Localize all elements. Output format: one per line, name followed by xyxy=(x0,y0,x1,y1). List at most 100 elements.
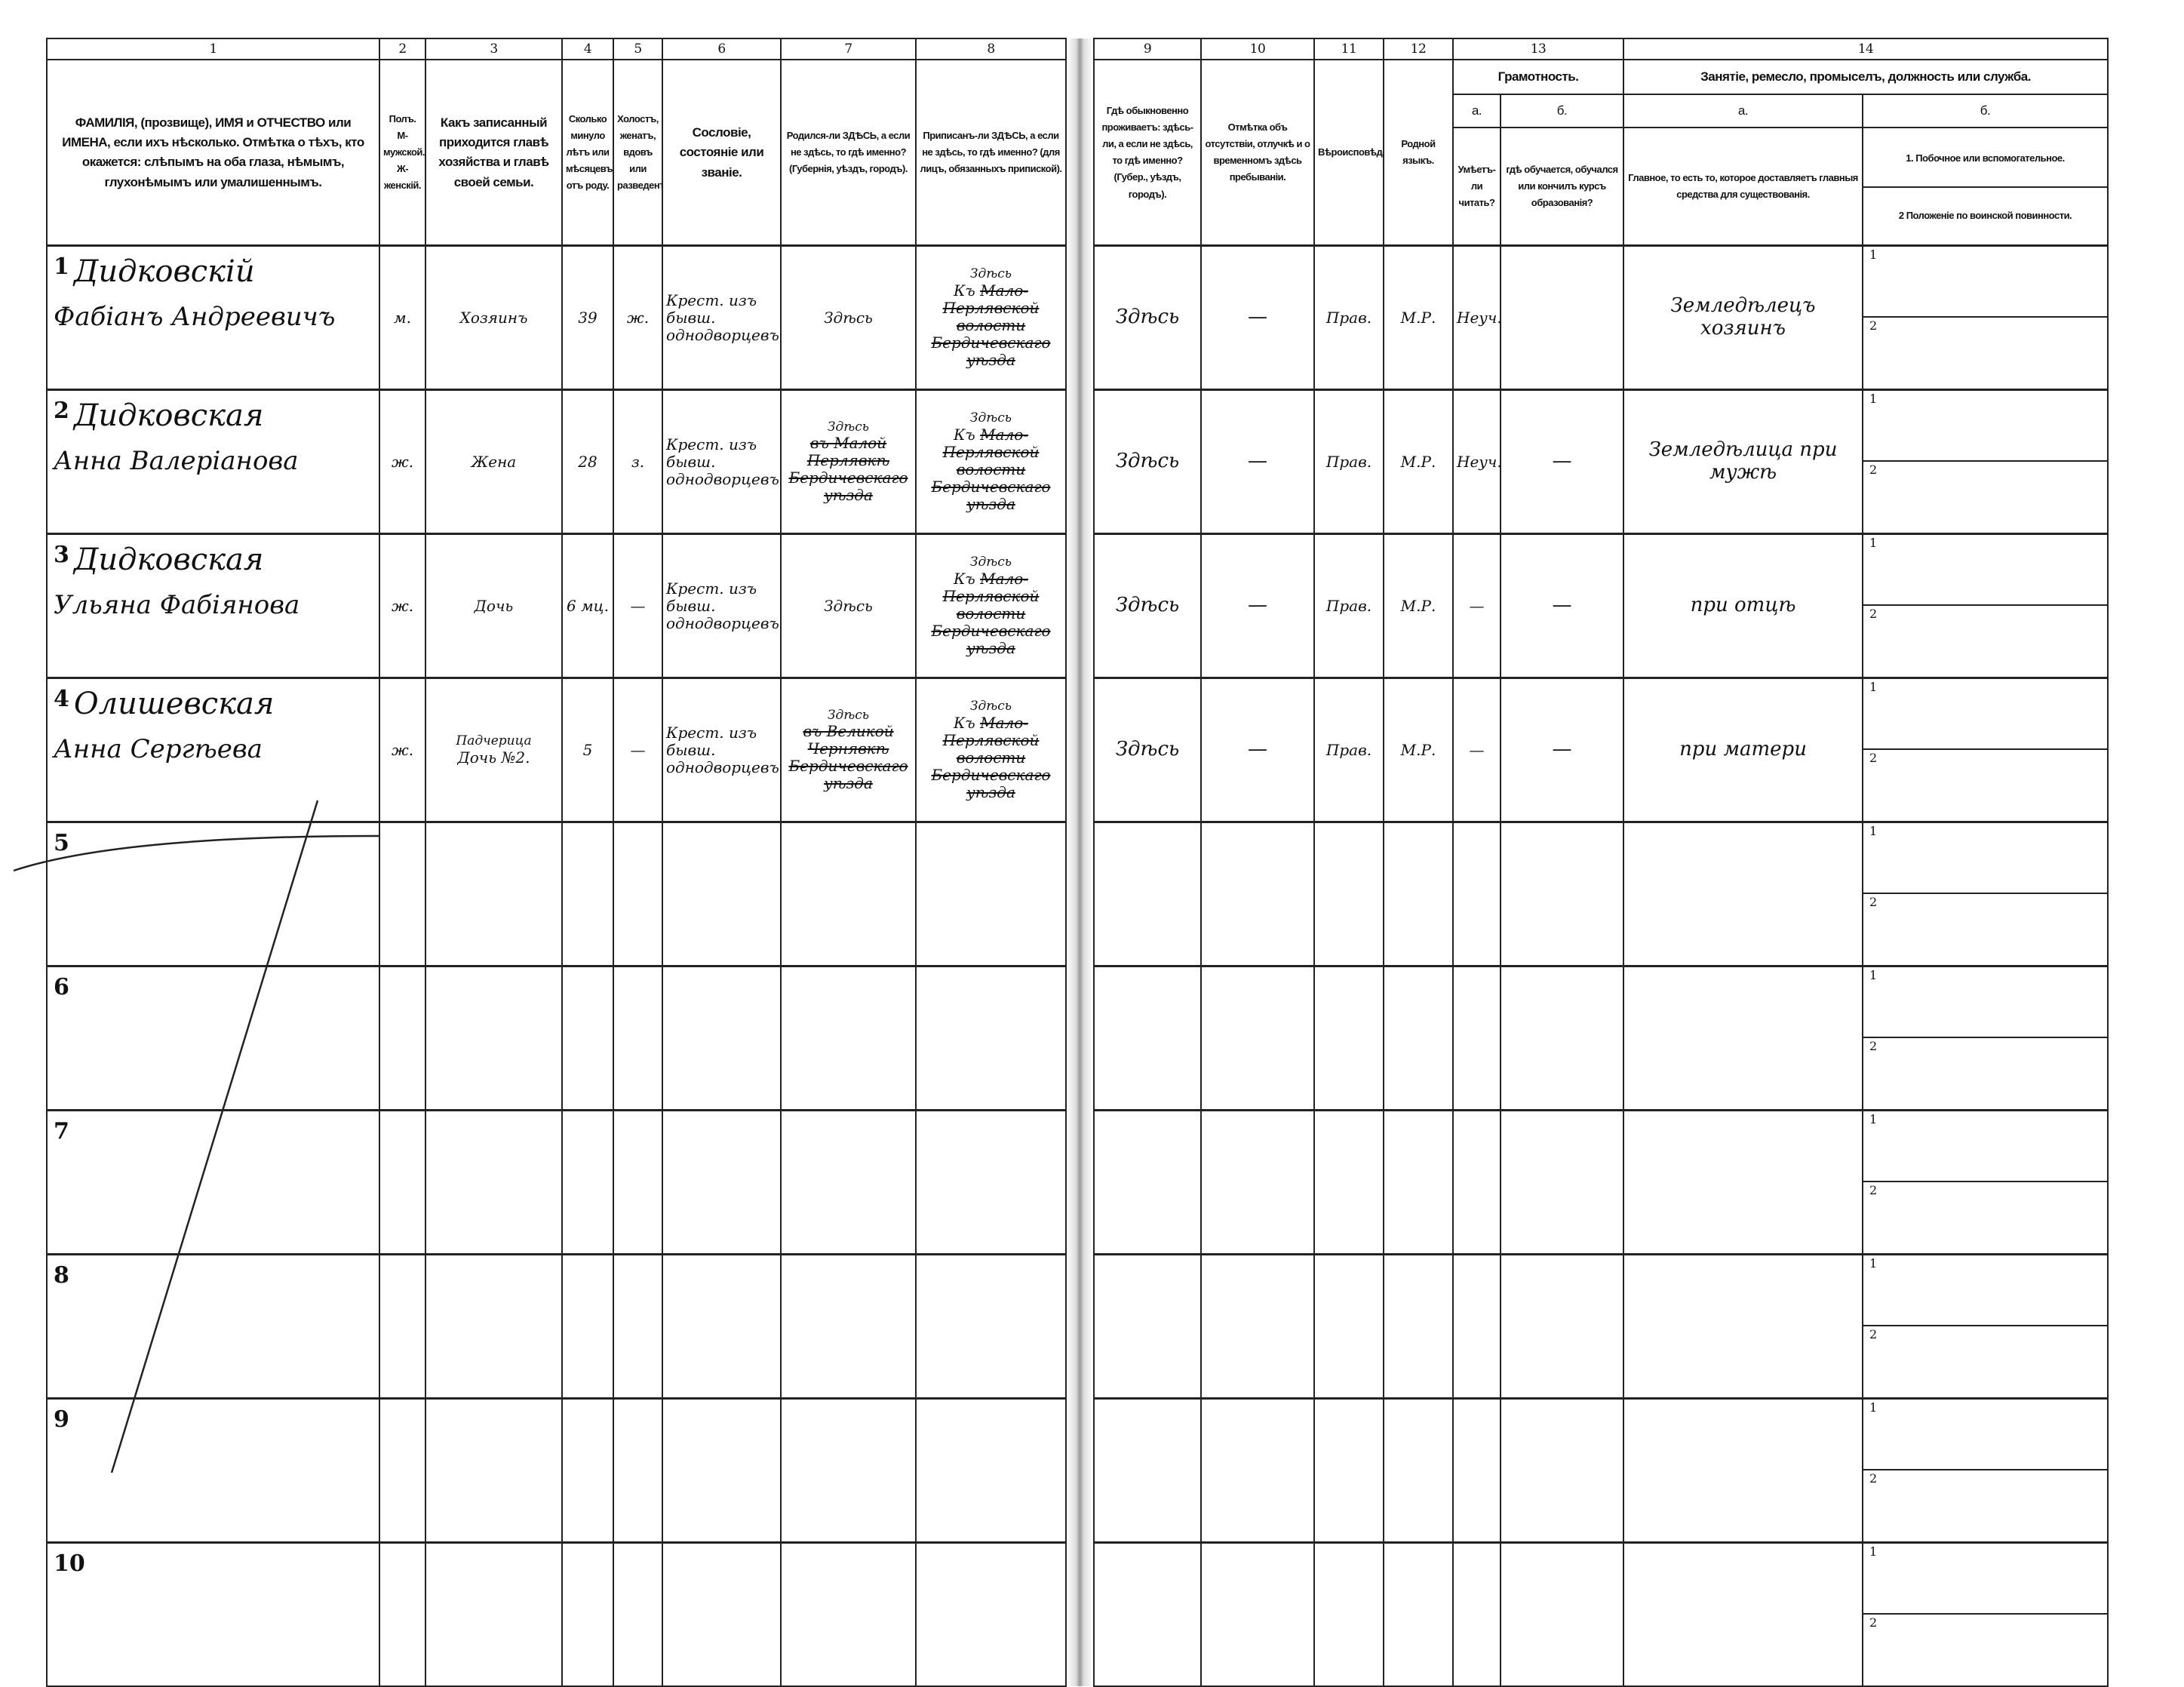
relation-text: Жена xyxy=(471,452,517,471)
occupation-cell: Земледѣлица при мужѣ xyxy=(1623,389,1864,535)
header-birthplace: Родился-ли ЗДѢСЬ, а если не здѣсь, то гд… xyxy=(780,59,917,247)
row-number: 8 xyxy=(54,1262,69,1289)
birthplace-cell: Здѣсь xyxy=(780,533,917,679)
surname: Дидковскій xyxy=(73,254,255,290)
birthplace-cell xyxy=(780,1109,917,1255)
age-cell xyxy=(561,821,614,967)
name-cell: 7 xyxy=(46,1109,380,1255)
religion-cell: Прав. xyxy=(1313,533,1384,679)
residence-cell: Здѣсь xyxy=(1093,389,1202,535)
col-number: 7 xyxy=(780,37,917,61)
military-status-slot: 2 xyxy=(1869,462,1878,478)
occupation-cell: Земледѣлецъ хозяинъ xyxy=(1623,244,1864,391)
estate-cell xyxy=(662,965,782,1111)
education-cell xyxy=(1499,1397,1625,1544)
absence-cell: — xyxy=(1200,533,1315,679)
residence-cell xyxy=(1093,1541,1202,1687)
age-cell xyxy=(561,1397,614,1544)
military-status-slot: 2 xyxy=(1869,1039,1878,1054)
registration-cell: Здѣсь Къ Мало-Перлявской волости Бердичев… xyxy=(915,677,1067,823)
age-cell: 39 xyxy=(561,244,614,391)
registration-insert: Здѣсь xyxy=(969,699,1012,714)
military-status-slot: 2 xyxy=(1869,318,1878,333)
registration-cell xyxy=(915,1253,1067,1400)
header-secondary: 1. Побочное или вспомогательное. 2 Полож… xyxy=(1862,127,2109,247)
table-row: 3 Дидковская Ульяна Фабіянова ж. Дочь 6 мц. — К… xyxy=(46,533,2109,679)
surname: Олишевская xyxy=(73,687,275,722)
marital-cell xyxy=(613,1253,663,1400)
registration-insert: Здѣсь xyxy=(969,266,1012,282)
absence-cell xyxy=(1200,1541,1315,1687)
sex-cell: ж. xyxy=(379,533,426,679)
education-cell xyxy=(1499,1253,1625,1400)
header-military-status: 2 Положеніе по воинской повинности. xyxy=(1898,210,2072,222)
header-subcolumn-row: Умѣетъ-ли читать? гдѣ обучается, обучалс… xyxy=(47,127,2109,247)
literacy-cell xyxy=(1452,1253,1501,1400)
registration-struck: Мало-Перлявской волости Бердичевскаго уѣ… xyxy=(931,713,1051,801)
military-status-slot: 2 xyxy=(1869,1471,1878,1486)
page-fold xyxy=(1066,245,1094,390)
registration-struck: Мало-Перлявской волости Бердичевскаго уѣ… xyxy=(931,281,1051,369)
military-status-slot: 2 xyxy=(1869,607,1878,622)
relation-cell: Дочь xyxy=(425,533,563,679)
age-cell xyxy=(561,965,614,1111)
sex-cell: ж. xyxy=(379,389,426,535)
registration-struck: Мало-Перлявской волости Бердичевскаго уѣ… xyxy=(931,425,1051,513)
col-number: 1 xyxy=(46,37,380,61)
military-status-slot: 2 xyxy=(1869,1183,1878,1198)
name-cell: 5 xyxy=(46,821,380,967)
absence-cell xyxy=(1200,821,1315,967)
header-occupation: Занятіе, ремесло, промыселъ, должность и… xyxy=(1623,59,2109,96)
registration-prefix: Къ xyxy=(953,425,981,444)
estate-cell: Крест. изъ бывш. однодворцевъ xyxy=(662,677,782,823)
row-number: 5 xyxy=(54,830,69,857)
col-number: 9 xyxy=(1093,37,1202,61)
col-number: 6 xyxy=(662,37,782,61)
census-entries: 1 Дидковскій Фабіанъ Андреевичъ м. Хозяинъ 39… xyxy=(46,244,2109,1687)
residence-cell: Здѣсь xyxy=(1093,533,1202,679)
birthplace-struck: въ Малой Перлявкѣ Бердичевскаго уѣзда xyxy=(788,434,908,505)
relation-cell xyxy=(425,1541,563,1687)
surname: Дидковская xyxy=(73,398,264,434)
marital-cell xyxy=(613,1397,663,1544)
name-cell: 3 Дидковская Ульяна Фабіянова xyxy=(46,533,380,679)
name-cell: 2 Дидковская Анна Валеріанова xyxy=(46,389,380,535)
registration-cell: Здѣсь Къ Мало-Перлявской волости Бердичев… xyxy=(915,389,1067,535)
military-status-slot: 2 xyxy=(1869,1615,1878,1630)
estate-cell xyxy=(662,1109,782,1255)
occupation-cell xyxy=(1623,1397,1864,1544)
relation-cell xyxy=(425,1109,563,1255)
occupation-cell: при отцѣ xyxy=(1623,533,1864,679)
residence-cell xyxy=(1093,821,1202,967)
surname: Дидковская xyxy=(73,542,264,578)
estate-cell xyxy=(662,821,782,967)
marital-cell: ж. xyxy=(613,244,663,391)
religion-cell: Прав. xyxy=(1313,677,1384,823)
header-marital: Холостъ, женатъ, вдовъ или разведенъ. xyxy=(613,59,663,247)
row-number: 7 xyxy=(54,1118,69,1145)
page-fold xyxy=(1066,389,1094,534)
registration-prefix: Къ xyxy=(953,569,981,588)
col-number: 12 xyxy=(1383,37,1454,61)
marital-cell xyxy=(613,821,663,967)
marital-cell xyxy=(613,1541,663,1687)
literacy-cell: Неуч. xyxy=(1452,389,1501,535)
birthplace-cell xyxy=(780,1253,917,1400)
header-relation: Какъ записанный приходится главѣ хозяйст… xyxy=(425,59,563,247)
absence-cell xyxy=(1200,1109,1315,1255)
secondary-occupation-slot: 1 xyxy=(1864,392,2107,462)
literacy-cell xyxy=(1452,965,1501,1111)
sex-cell xyxy=(379,965,426,1111)
secondary-occupation-slot: 1 xyxy=(1864,248,2107,318)
secondary-occupation-slot: 1 xyxy=(1864,536,2107,607)
secondary-occupation-slot: 1 xyxy=(1864,1545,2107,1615)
education-cell: — xyxy=(1499,389,1625,535)
header-residence: Гдѣ обыкновенно проживаетъ: здѣсь-ли, а … xyxy=(1093,59,1202,247)
row-number: 3 xyxy=(54,542,69,569)
religion-cell xyxy=(1313,821,1384,967)
relation-cell: Хозяинъ xyxy=(425,244,563,391)
